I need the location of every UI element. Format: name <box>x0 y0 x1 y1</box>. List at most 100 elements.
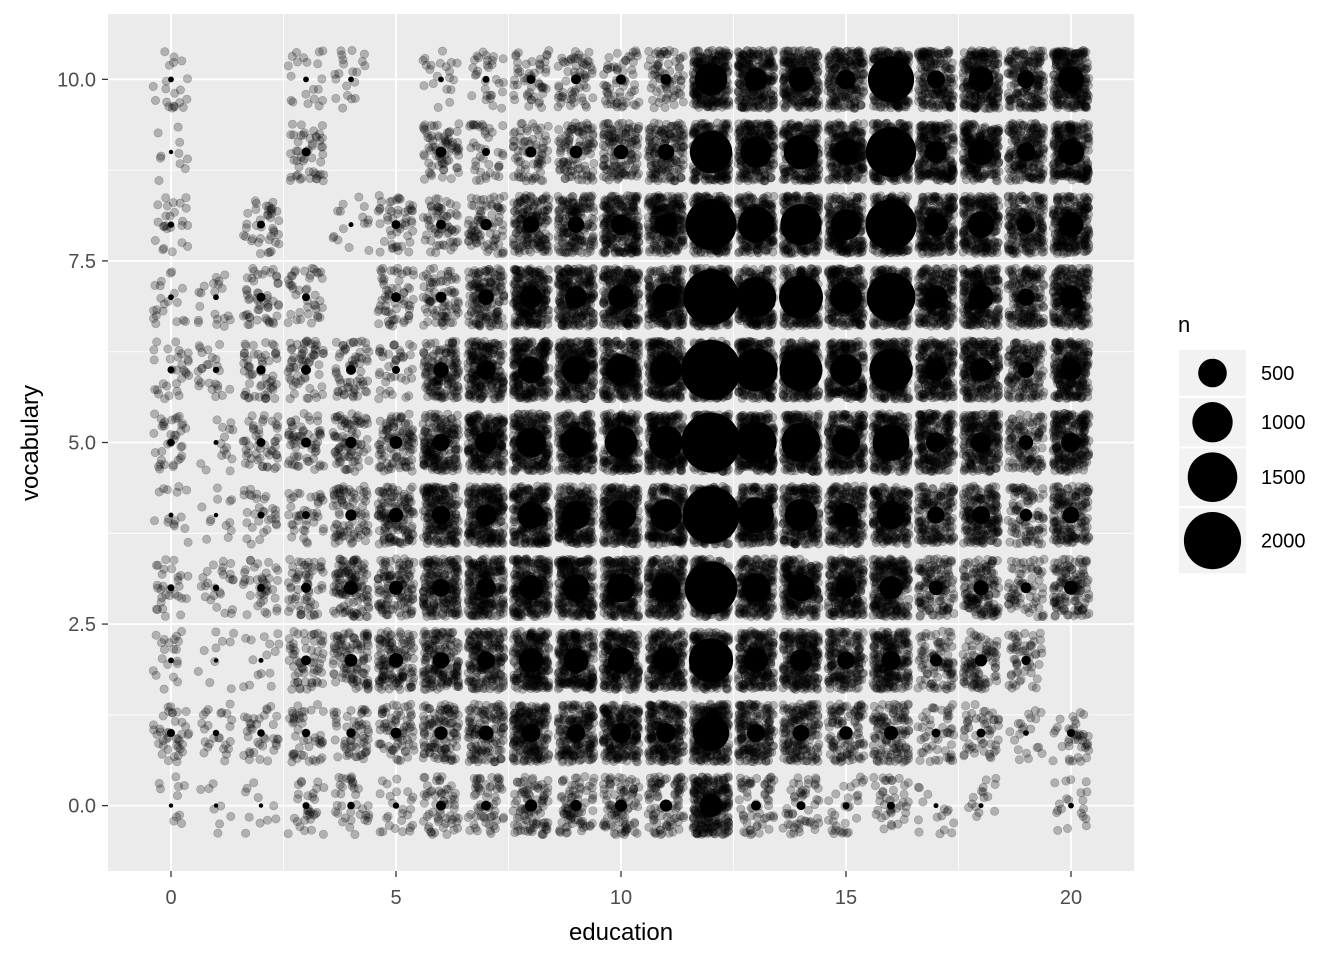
jitter-point <box>151 630 161 640</box>
jitter-point <box>350 93 360 103</box>
jitter-point <box>174 391 184 401</box>
jitter-point <box>264 557 274 567</box>
jitter-point <box>435 58 445 68</box>
jitter-point <box>271 563 281 573</box>
jitter-point <box>357 607 367 617</box>
jitter-point <box>196 784 206 794</box>
jitter-point <box>425 704 435 714</box>
jitter-point <box>175 137 185 147</box>
jitter-point <box>274 301 284 311</box>
jitter-point <box>466 676 476 686</box>
jitter-point <box>385 197 395 207</box>
jitter-point <box>374 676 384 686</box>
jitter-point <box>394 276 404 286</box>
jitter-point <box>260 350 270 360</box>
jitter-point <box>347 45 357 55</box>
jitter-point <box>315 730 325 740</box>
jitter-point <box>330 788 340 798</box>
jitter-point <box>406 431 416 441</box>
jitter-point <box>151 560 161 570</box>
jitter-point <box>464 449 474 459</box>
jitter-point <box>364 245 374 255</box>
jitter-point <box>424 809 434 819</box>
jitter-point <box>225 699 235 709</box>
jitter-point <box>228 575 238 585</box>
jitter-point <box>243 713 253 723</box>
jitter-point <box>240 339 250 349</box>
jitter-point <box>379 704 389 714</box>
jitter-point <box>169 52 179 62</box>
jitter-point <box>170 102 180 112</box>
jitter-point <box>424 555 434 565</box>
jitter-point <box>225 637 235 647</box>
jitter-point <box>212 415 222 425</box>
jitter-point <box>496 516 506 526</box>
jitter-point <box>421 269 431 279</box>
jitter-point <box>158 711 168 721</box>
jitter-point <box>150 409 160 419</box>
jitter-point <box>148 666 158 676</box>
jitter-point <box>318 706 328 716</box>
jitter-point <box>173 791 183 801</box>
jitter-point <box>254 503 264 513</box>
jitter-point <box>287 568 297 578</box>
jitter-point <box>155 724 165 734</box>
jitter-point <box>438 670 448 680</box>
jitter-point <box>441 744 451 754</box>
jitter-point <box>241 828 251 838</box>
jitter-point <box>182 94 192 104</box>
jitter-point <box>181 706 191 716</box>
jitter-point <box>338 224 348 234</box>
jitter-point <box>158 741 168 751</box>
jitter-point <box>478 535 488 545</box>
jitter-point <box>445 73 455 83</box>
jitter-point <box>172 707 182 717</box>
jitter-point <box>157 749 167 759</box>
jitter-point <box>401 392 411 402</box>
jitter-point <box>290 594 300 604</box>
jitter-point <box>172 659 182 669</box>
jitter-point <box>338 103 348 113</box>
jitter-point <box>262 650 272 660</box>
jitter-point <box>373 599 383 609</box>
jitter-point <box>423 824 433 834</box>
jitter-point <box>398 667 408 677</box>
jitter-point <box>302 284 312 294</box>
jitter-point <box>453 710 463 720</box>
jitter-point <box>433 102 443 112</box>
jitter-point <box>287 532 297 542</box>
jitter-point <box>247 411 257 421</box>
jitter-point <box>465 600 475 610</box>
jitter-point <box>407 373 417 383</box>
jitter-point <box>203 742 213 752</box>
jitter-point <box>400 207 410 217</box>
jitter-point <box>423 385 433 395</box>
jitter-point <box>376 504 386 514</box>
jitter-point <box>440 755 450 765</box>
jitter-point <box>172 297 182 307</box>
jitter-point <box>242 507 252 517</box>
jitter-point <box>159 222 169 232</box>
jitter-point <box>362 678 372 688</box>
jitter-point <box>273 629 283 639</box>
jitter-point <box>197 364 207 374</box>
jitter-point <box>217 636 227 646</box>
jitter-point <box>268 720 278 730</box>
jitter-point <box>375 416 385 426</box>
jitter-point <box>329 231 339 241</box>
jitter-point <box>346 675 356 685</box>
jitter-point <box>451 672 461 682</box>
jitter-point <box>359 559 369 569</box>
jitter-point <box>404 311 414 321</box>
jitter-point <box>172 757 182 767</box>
jitter-point <box>303 538 313 548</box>
jitter-point <box>439 640 449 650</box>
jitter-point <box>183 356 193 366</box>
jitter-point <box>453 643 463 653</box>
jitter-point <box>309 511 319 521</box>
jitter-point <box>443 136 453 146</box>
jitter-point <box>196 288 206 298</box>
jitter-point <box>428 304 438 314</box>
jitter-point <box>294 162 304 172</box>
jitter-point <box>173 122 183 132</box>
